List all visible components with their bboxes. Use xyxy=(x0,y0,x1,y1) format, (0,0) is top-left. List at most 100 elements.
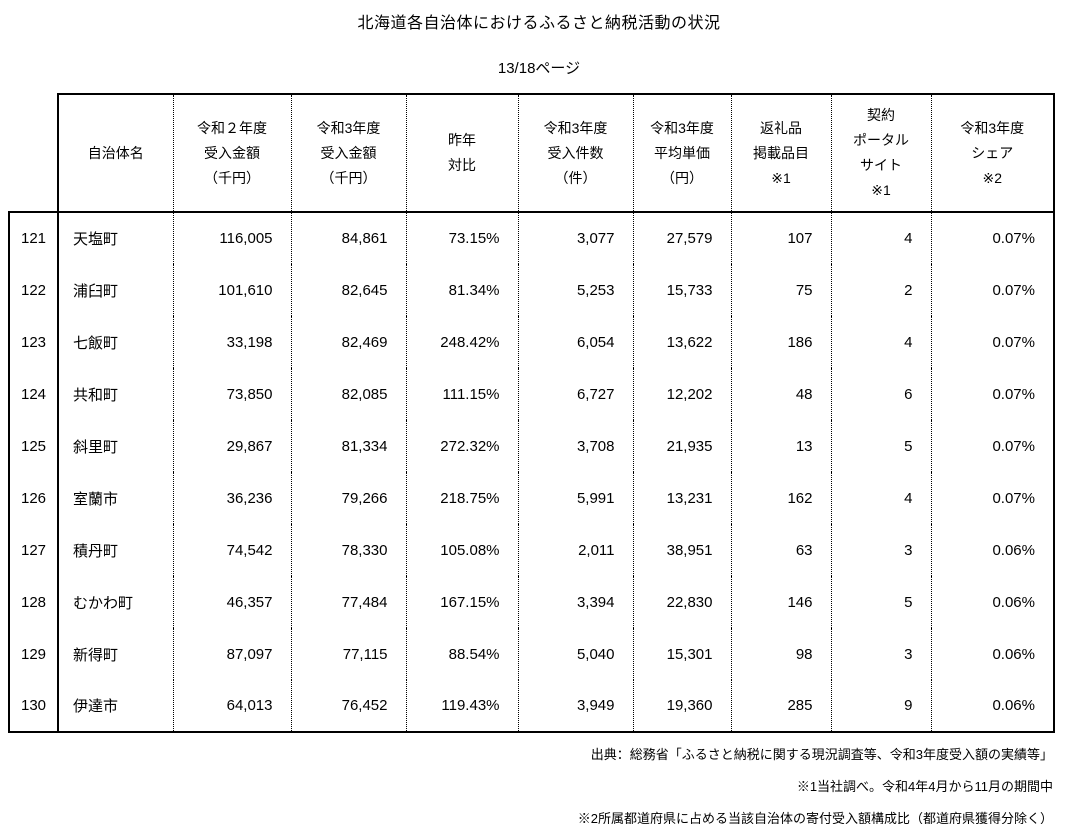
col-header-r2_amount: 令和２年度受入金額 （千円） xyxy=(172,93,291,213)
cell-r3_count: 5,040 xyxy=(517,628,633,680)
cell-index: 127 xyxy=(8,524,58,576)
table-row: 128 むかわ町 46,357 77,484 167.15% 3,394 22,830 146… xyxy=(8,576,1055,628)
cell-name: 斜里町 xyxy=(57,420,173,472)
col-header-line: ※1 xyxy=(771,169,791,186)
cell-r3_count: 3,394 xyxy=(517,576,633,628)
cell-yoy: 272.32% xyxy=(405,420,518,472)
col-header-gift_items: 返礼品掲載品目 ※1 xyxy=(730,93,831,213)
cell-gift_items: 75 xyxy=(730,264,831,316)
col-header-line: 返礼品 xyxy=(760,119,802,136)
col-header-line: 自治体名 xyxy=(87,144,144,161)
cell-r3_avg_price: 38,951 xyxy=(632,524,731,576)
col-header-line: 掲載品目 xyxy=(753,144,809,161)
table-row: 121 天塩町 116,005 84,861 73.15% 3,077 27,579 107 4… xyxy=(8,212,1055,264)
cell-name: 室蘭市 xyxy=(57,472,173,524)
cell-gift_items: 285 xyxy=(730,680,831,733)
cell-r3_amount: 81,334 xyxy=(290,420,406,472)
col-header-line: ※1 xyxy=(871,182,891,198)
cell-r3_amount: 77,115 xyxy=(290,628,406,680)
cell-index: 129 xyxy=(8,628,58,680)
cell-index: 130 xyxy=(8,680,58,733)
cell-name: 新得町 xyxy=(57,628,173,680)
col-header-line: 契約 xyxy=(867,107,895,123)
table-body: 121 天塩町 116,005 84,861 73.15% 3,077 27,579 107 4… xyxy=(8,212,1055,733)
col-header-line: 受入金額 xyxy=(204,144,260,161)
cell-r3_avg_price: 15,733 xyxy=(632,264,731,316)
col-header-r3_avg_price: 令和3年度 平均単価 （円） xyxy=(632,93,731,213)
cell-r3_amount: 79,266 xyxy=(290,472,406,524)
cell-r2_amount: 87,097 xyxy=(172,628,291,680)
cell-r3_amount: 84,861 xyxy=(290,212,406,264)
cell-r3_share: 0.07% xyxy=(930,212,1055,264)
col-header-line: 令和２年度 xyxy=(197,119,267,136)
cell-index: 125 xyxy=(8,420,58,472)
cell-r3_count: 3,708 xyxy=(517,420,633,472)
cell-r3_avg_price: 27,579 xyxy=(632,212,731,264)
col-header-line: 昨年 xyxy=(448,132,476,148)
cell-gift_items: 98 xyxy=(730,628,831,680)
cell-r2_amount: 29,867 xyxy=(172,420,291,472)
cell-r3_share: 0.07% xyxy=(930,264,1055,316)
cell-yoy: 111.15% xyxy=(405,368,518,420)
cell-r3_avg_price: 21,935 xyxy=(632,420,731,472)
cell-r2_amount: 116,005 xyxy=(172,212,291,264)
cell-r3_amount: 76,452 xyxy=(290,680,406,733)
cell-name: 共和町 xyxy=(57,368,173,420)
cell-r3_count: 3,077 xyxy=(517,212,633,264)
cell-r3_amount: 77,484 xyxy=(290,576,406,628)
cell-portal_sites: 5 xyxy=(830,576,931,628)
cell-yoy: 81.34% xyxy=(405,264,518,316)
cell-gift_items: 146 xyxy=(730,576,831,628)
cell-r2_amount: 101,610 xyxy=(172,264,291,316)
cell-r3_count: 6,727 xyxy=(517,368,633,420)
cell-r3_share: 0.07% xyxy=(930,472,1055,524)
cell-gift_items: 107 xyxy=(730,212,831,264)
cell-r3_amount: 82,085 xyxy=(290,368,406,420)
page-title: 北海道各自治体におけるふるさと納税活動の状況 xyxy=(357,15,721,32)
cell-r2_amount: 74,542 xyxy=(172,524,291,576)
table-row: 122 浦臼町 101,610 82,645 81.34% 5,253 15,733 75 2 0… xyxy=(8,264,1055,316)
col-header-line: サイト xyxy=(860,157,902,173)
cell-r3_amount: 82,469 xyxy=(290,316,406,368)
table-row: 123 七飯町 33,198 82,469 248.42% 6,054 13,622 186 4… xyxy=(8,316,1055,368)
col-header-line: （千円） xyxy=(204,169,260,186)
col-header-r3_count: 令和3年度 受入件数 （件） xyxy=(517,93,633,213)
cell-r3_share: 0.06% xyxy=(930,628,1055,680)
cell-r3_avg_price: 13,622 xyxy=(632,316,731,368)
cell-index: 128 xyxy=(8,576,58,628)
page-indicator: 13/18ページ xyxy=(497,60,581,77)
col-header-line: 受入金額 xyxy=(320,144,377,161)
cell-gift_items: 13 xyxy=(730,420,831,472)
col-header-line: ポータル xyxy=(853,132,909,148)
cell-gift_items: 186 xyxy=(730,316,831,368)
cell-r3_count: 6,054 xyxy=(517,316,633,368)
col-header-line: 令和3年度 xyxy=(960,119,1025,136)
col-header-name: 自治体名 xyxy=(57,93,173,213)
cell-r3_count: 3,949 xyxy=(517,680,633,733)
cell-r2_amount: 33,198 xyxy=(172,316,291,368)
cell-portal_sites: 6 xyxy=(830,368,931,420)
cell-portal_sites: 4 xyxy=(830,212,931,264)
cell-name: 伊達市 xyxy=(57,680,173,733)
cell-yoy: 88.54% xyxy=(405,628,518,680)
col-header-index xyxy=(9,94,58,213)
cell-r3_avg_price: 22,830 xyxy=(632,576,731,628)
cell-r2_amount: 36,236 xyxy=(172,472,291,524)
cell-portal_sites: 9 xyxy=(830,680,931,733)
cell-gift_items: 162 xyxy=(730,472,831,524)
cell-r3_share: 0.06% xyxy=(930,576,1055,628)
cell-gift_items: 63 xyxy=(730,524,831,576)
source-note: 出典：総務省「ふるさと納税に関する現況調査等、令和3年度受入額の実績等」 xyxy=(590,747,1053,762)
cell-yoy: 167.15% xyxy=(405,576,518,628)
cell-portal_sites: 3 xyxy=(830,628,931,680)
table-row: 130 伊達市 64,013 76,452 119.43% 3,949 19,360 285 9… xyxy=(8,680,1055,733)
cell-index: 121 xyxy=(8,212,58,264)
cell-r3_share: 0.07% xyxy=(930,316,1055,368)
col-header-line: 令和3年度 xyxy=(650,119,714,136)
table-row: 125 斜里町 29,867 81,334 272.32% 3,708 21,935 13 5 0… xyxy=(8,420,1055,472)
table-row: 127 積丹町 74,542 78,330 105.08% 2,011 38,951 63 3 0… xyxy=(8,524,1055,576)
col-header-r3_amount: 令和3年度 受入金額 （千円） xyxy=(290,93,406,213)
cell-index: 124 xyxy=(8,368,58,420)
cell-r3_share: 0.07% xyxy=(930,368,1055,420)
